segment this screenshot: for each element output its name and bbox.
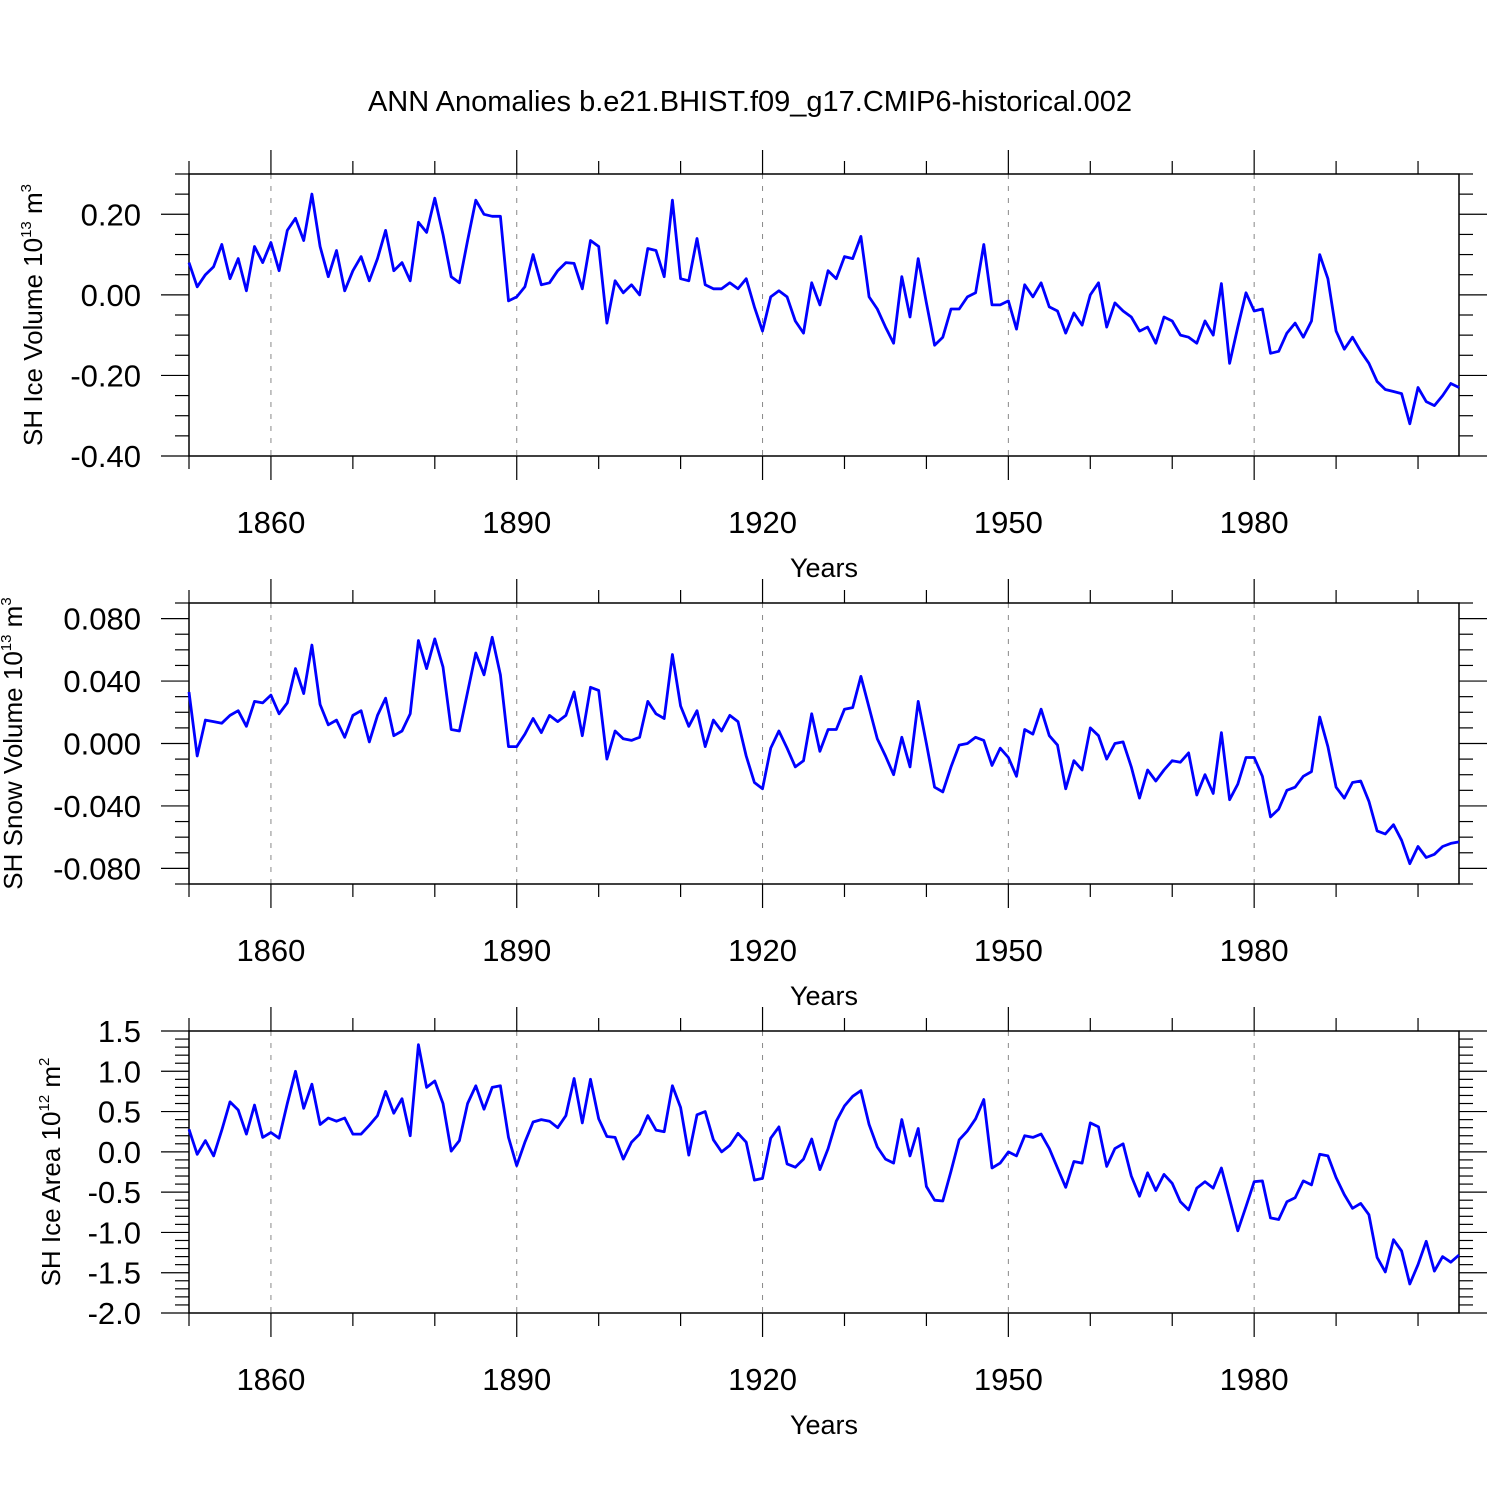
y-tick-label: 0.040 xyxy=(63,664,141,699)
y-tick-label: 1.5 xyxy=(98,1014,141,1049)
x-axis-title: Years xyxy=(790,553,858,583)
y-axis-title-unit-exponent: 3 xyxy=(0,597,15,605)
y-tick-label: 0.080 xyxy=(63,602,141,637)
x-tick-label: 1980 xyxy=(1220,933,1289,968)
y-axis-title: SH Ice Area 1012 m2 xyxy=(36,1058,66,1287)
x-tick-label: 1950 xyxy=(974,505,1043,540)
plot-frame xyxy=(188,173,1460,457)
panel-3: 1.5 1.0 0.5 0.0 -0.5 -1.0 -1.5 -2.0 1860 1890 1920… xyxy=(36,1007,1487,1440)
y-axis-title: SH Snow Volume 1013 m3 xyxy=(0,597,28,889)
y-axis-title-main: SH Ice Area 10 xyxy=(36,1112,66,1287)
y-tick-label: -0.20 xyxy=(70,358,141,393)
series-line xyxy=(187,192,1460,426)
y-axis-title-main: SH Ice Volume 10 xyxy=(18,238,48,446)
y-axis-title: SH Ice Volume 1013 m3 xyxy=(18,184,48,446)
x-tick-label: 1890 xyxy=(482,1362,551,1397)
y-axis-title-unit: m xyxy=(36,1066,66,1095)
y-axis-title-main: SH Snow Volume 10 xyxy=(0,651,28,889)
plot-frame xyxy=(188,602,1460,885)
y-tick-label: -0.080 xyxy=(53,851,141,886)
x-tick-label: 1890 xyxy=(482,933,551,968)
y-tick-label: -1.0 xyxy=(88,1215,141,1250)
panel-1: 0.20 0.00 -0.20 -0.40 1860 1890 1920 1950 1980 Ye… xyxy=(18,150,1487,583)
y-axis-title-unit: m xyxy=(0,606,28,635)
x-tick-label: 1950 xyxy=(974,1362,1043,1397)
y-tick-label: 1.0 xyxy=(98,1054,141,1089)
series-line xyxy=(187,1043,1460,1286)
x-tick-label: 1920 xyxy=(728,1362,797,1397)
x-tick-label: 1860 xyxy=(236,505,305,540)
x-tick-label: 1980 xyxy=(1220,1362,1289,1397)
y-tick-label: -0.040 xyxy=(53,789,141,824)
x-tick-label: 1860 xyxy=(236,1362,305,1397)
y-tick-label: 0.5 xyxy=(98,1095,141,1130)
y-tick-label: -0.40 xyxy=(70,439,141,474)
panel-2: 0.080 0.040 0.000 -0.040 -0.080 1860 1890 1920 1… xyxy=(0,579,1487,1011)
panels: 0.20 0.00 -0.20 -0.40 1860 1890 1920 1950 1980 Ye… xyxy=(0,150,1487,1440)
x-tick-label: 1950 xyxy=(974,933,1043,968)
y-axis-title-unit: m xyxy=(18,192,48,221)
chart-title: ANN Anomalies b.e21.BHIST.f09_g17.CMIP6-… xyxy=(368,86,1132,118)
x-axis-title: Years xyxy=(790,1410,858,1440)
y-axis-title-exponent: 12 xyxy=(36,1095,53,1112)
x-tick-label: 1980 xyxy=(1220,505,1289,540)
y-axis-title-exponent: 13 xyxy=(0,635,15,652)
y-axis-title-unit-exponent: 3 xyxy=(18,184,35,192)
x-axis-title: Years xyxy=(790,981,858,1011)
y-tick-label: -2.0 xyxy=(88,1296,141,1331)
y-tick-label: 0.0 xyxy=(98,1135,141,1170)
y-tick-label: 0.000 xyxy=(63,727,141,762)
x-tick-label: 1860 xyxy=(236,933,305,968)
plot-frame xyxy=(188,1030,1460,1314)
y-tick-label: 0.20 xyxy=(81,197,141,232)
x-tick-label: 1920 xyxy=(728,505,797,540)
y-tick-label: -1.5 xyxy=(88,1256,141,1291)
x-tick-label: 1920 xyxy=(728,933,797,968)
y-axis-title-unit-exponent: 2 xyxy=(36,1058,53,1066)
y-axis-title-exponent: 13 xyxy=(18,221,35,238)
y-tick-label: 0.00 xyxy=(81,278,141,313)
x-tick-label: 1890 xyxy=(482,505,551,540)
y-tick-label: -0.5 xyxy=(88,1175,141,1210)
series-line xyxy=(187,635,1460,866)
